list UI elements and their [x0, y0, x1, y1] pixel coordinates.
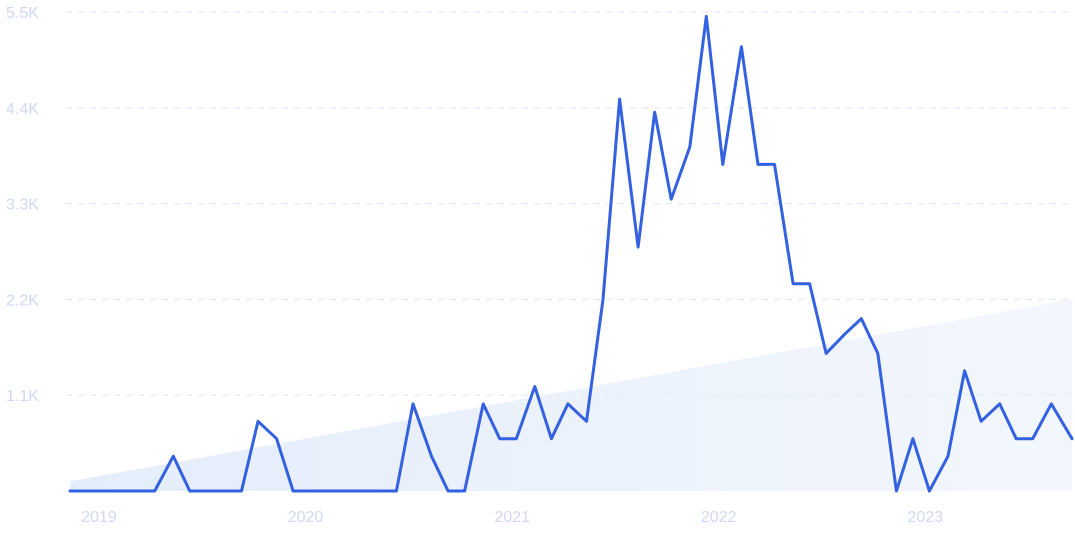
x-tick-label: 2023: [908, 509, 944, 526]
x-tick-label: 2020: [288, 509, 324, 526]
series-layer: [68, 14, 1074, 493]
y-tick-label: 3.3K: [6, 197, 39, 214]
y-tick-label: 4.4K: [6, 101, 39, 118]
trend-area-polygon: [70, 299, 1072, 491]
x-tick-label: 2021: [494, 509, 530, 526]
y-tick-label: 2.2K: [6, 292, 39, 309]
x-axis-ticks: 2019 2020 2021 2022 2023: [81, 509, 943, 526]
trend-area: [70, 299, 1072, 491]
x-tick-label: 2022: [701, 509, 737, 526]
y-axis-ticks: 1.1K 2.2K 3.3K 4.4K 5.5K: [6, 5, 39, 405]
y-tick-label: 1.1K: [6, 388, 39, 405]
x-tick-label: 2019: [81, 509, 117, 526]
y-tick-label: 5.5K: [6, 5, 39, 22]
